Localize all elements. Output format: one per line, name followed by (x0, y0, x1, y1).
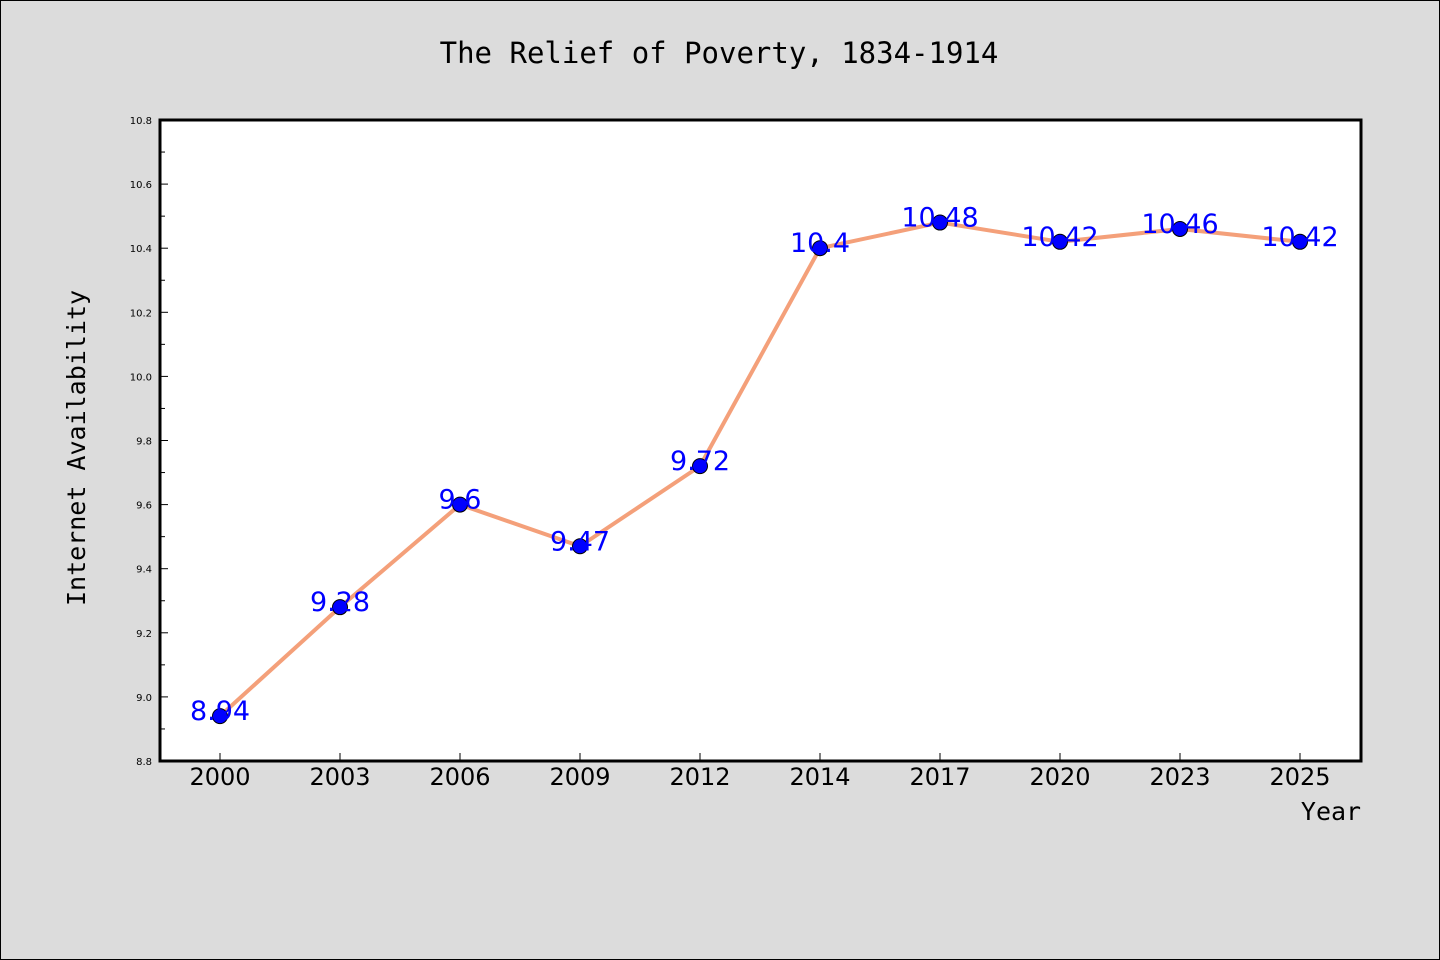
data-point (212, 708, 228, 725)
x-axis-label: Year (1301, 797, 1361, 826)
data-label: 10.48 (901, 203, 978, 234)
data-label: 8.94 (190, 696, 250, 727)
data-point (812, 240, 828, 257)
data-label: 10.4 (790, 228, 850, 259)
x-tick-label: 2000 (189, 763, 250, 791)
data-point (1292, 233, 1308, 250)
y-tick-label: 8.8 (136, 757, 152, 768)
x-tick-label: 2003 (309, 763, 370, 791)
x-tick-label: 2020 (1029, 763, 1090, 791)
data-point (572, 538, 588, 555)
y-tick-label: 9.8 (136, 437, 152, 448)
data-label: 9.28 (310, 587, 370, 618)
data-labels: 8.94 9.28 9.6 9.47 9.72 10.4 10.48 10.42 10.46 10… (190, 203, 1339, 728)
y-axis-label: Internet Availability (62, 290, 91, 606)
y-tick-label: 10.0 (130, 372, 152, 383)
y-tick-label: 10.8 (130, 116, 152, 127)
y-tick-label: 10.2 (130, 308, 152, 319)
x-tick-label: 2023 (1149, 763, 1210, 791)
data-point (1052, 233, 1068, 250)
plot-area (158, 118, 1363, 763)
series-polyline (218, 220, 1301, 718)
data-label: 10.42 (1261, 222, 1338, 253)
y-tick-label: 9.4 (136, 565, 152, 576)
series-line (218, 220, 1301, 718)
y-tick-label: 9.2 (136, 629, 152, 640)
x-tick-label: 2012 (669, 763, 730, 791)
series-points (212, 214, 1308, 725)
x-tick-label: 2025 (1269, 763, 1330, 791)
data-point (1172, 220, 1188, 237)
y-tick-label: 10.6 (130, 180, 152, 191)
x-tick-label: 2014 (789, 763, 850, 791)
data-label: 9.47 (550, 526, 610, 557)
data-label: 10.42 (1021, 222, 1098, 253)
y-tick-label: 10.4 (130, 244, 152, 255)
data-point (932, 214, 948, 231)
y-axis: 8.8 9.0 9.2 9.4 9.6 9.8 10.0 10.2 10.4 10.6 10.8 (130, 116, 168, 768)
y-tick-label: 9.0 (136, 693, 152, 704)
data-label: 9.72 (670, 446, 730, 477)
y-tick-label: 9.6 (136, 501, 152, 512)
x-axis: 2000 2003 2006 2009 2012 2014 2017 2020 2023 2025 (189, 753, 1331, 791)
data-label: 10.46 (1141, 209, 1218, 240)
data-point (452, 496, 468, 513)
x-tick-label: 2017 (909, 763, 970, 791)
data-point (332, 599, 348, 616)
x-tick-label: 2006 (429, 763, 490, 791)
x-tick-label: 2009 (549, 763, 610, 791)
data-label: 9.6 (439, 485, 482, 516)
chart-title: The Relief of Poverty, 1834-1914 (440, 36, 999, 70)
data-point (692, 458, 708, 475)
